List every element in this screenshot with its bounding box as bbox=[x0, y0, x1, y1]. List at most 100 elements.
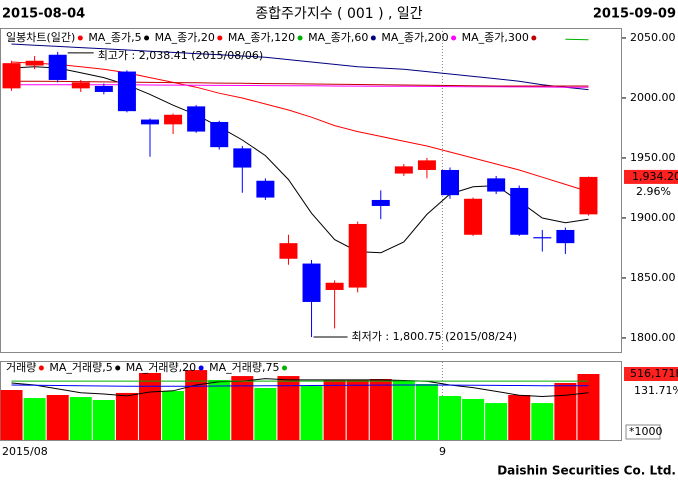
volume-bar bbox=[139, 372, 161, 440]
volume-bar bbox=[323, 380, 346, 440]
volume-bar bbox=[369, 379, 392, 440]
candle-body bbox=[164, 114, 183, 125]
ma-line bbox=[11, 384, 589, 387]
y-tick-label: 2050.00 bbox=[630, 31, 676, 44]
volume-bar bbox=[531, 403, 554, 440]
start-date: 2015-08-04 bbox=[2, 7, 85, 22]
candle-body bbox=[117, 71, 136, 112]
candle-body bbox=[256, 180, 275, 198]
candle-body bbox=[48, 54, 67, 80]
candle-body bbox=[141, 119, 159, 125]
volume-bar bbox=[392, 381, 415, 440]
price-panel-frame bbox=[0, 28, 622, 353]
legend-swatch bbox=[217, 35, 223, 41]
y-tick-label: 2000.00 bbox=[630, 91, 676, 104]
legend-label: MA_거래량,75 bbox=[209, 361, 279, 374]
candle-body bbox=[371, 199, 390, 206]
y-tick-label: 1850.00 bbox=[630, 271, 676, 284]
low-annotation: 최저가 : 1,800.75 (2015/08/24) bbox=[352, 330, 518, 343]
ma-line bbox=[11, 378, 589, 398]
footer: Daishin Securities Co. Ltd. bbox=[497, 464, 676, 478]
legend-label: MA_종가,120 bbox=[228, 31, 295, 44]
volume-bar bbox=[23, 398, 46, 440]
candle-body bbox=[279, 243, 298, 259]
legend-label: MA_거래량,5 bbox=[49, 361, 112, 374]
legend-swatch bbox=[451, 35, 457, 41]
candle-body bbox=[579, 176, 598, 215]
volume-bar bbox=[300, 386, 323, 440]
unit-label: *1000 bbox=[629, 425, 663, 438]
unit-box bbox=[625, 424, 661, 440]
ma-line bbox=[11, 43, 589, 91]
y-tick-label: 1950.00 bbox=[630, 151, 676, 164]
candle-body bbox=[302, 263, 321, 302]
candle-body bbox=[325, 282, 344, 290]
volume-bar bbox=[439, 396, 461, 440]
candle-body bbox=[187, 106, 206, 132]
candle-body bbox=[210, 121, 229, 148]
legend-swatch bbox=[198, 365, 204, 371]
volume-panel-frame bbox=[0, 361, 622, 441]
volume-bar bbox=[115, 392, 138, 440]
high-annotation: 최고가 : 2,038.41 (2015/08/06) bbox=[98, 49, 264, 62]
candle-body bbox=[2, 63, 21, 89]
volume-bar bbox=[208, 380, 231, 440]
candle-body bbox=[25, 60, 44, 66]
legend-swatch bbox=[370, 35, 376, 41]
legend-label: 거래량 bbox=[6, 361, 36, 374]
candle-body bbox=[441, 169, 459, 196]
volume-bar bbox=[577, 373, 600, 440]
volume-bar bbox=[185, 370, 208, 440]
legend-label: MA_종가,300 bbox=[462, 31, 529, 44]
volume-bar bbox=[462, 398, 485, 440]
volume-bar bbox=[254, 387, 277, 440]
candle-body bbox=[487, 178, 506, 192]
volume-bar bbox=[69, 397, 92, 440]
chart-title: 종합주가지수 ( 001 ) , 일간 bbox=[255, 6, 423, 22]
candle-body bbox=[233, 148, 252, 168]
legend-swatch bbox=[297, 35, 303, 41]
candle-body bbox=[464, 198, 483, 235]
legend-swatch bbox=[38, 365, 44, 371]
x-tick-label: 2015/08 bbox=[2, 445, 48, 458]
volume-bar bbox=[0, 390, 23, 440]
legend-swatch bbox=[531, 35, 537, 41]
candle-body bbox=[94, 85, 113, 92]
candle-body bbox=[510, 187, 529, 235]
legend-swatch bbox=[115, 365, 121, 371]
ma-line bbox=[11, 80, 589, 87]
candle-body bbox=[348, 223, 367, 288]
legend-label: MA_거래량,20 bbox=[126, 361, 196, 374]
last-volume-box bbox=[624, 366, 678, 381]
candle-body bbox=[71, 82, 90, 89]
y-tick-label: 1800.00 bbox=[630, 331, 676, 344]
volume-bar bbox=[346, 379, 369, 440]
volume-bar bbox=[415, 383, 438, 440]
candle-body bbox=[417, 160, 436, 170]
volume-bar bbox=[554, 382, 577, 440]
legend-label: 일봉차트(일간) bbox=[6, 30, 75, 44]
volume-bar bbox=[162, 391, 185, 440]
legend-swatch bbox=[144, 35, 150, 41]
candle-body bbox=[394, 166, 413, 174]
volume-bar bbox=[46, 394, 69, 440]
y-tick-label: 1900.00 bbox=[630, 211, 676, 224]
volume-bar bbox=[485, 403, 508, 440]
volume-bar bbox=[92, 399, 115, 440]
last-price-box bbox=[624, 169, 678, 184]
legend-swatch bbox=[282, 365, 287, 371]
end-date: 2015-09-09 bbox=[593, 7, 676, 22]
ma-line bbox=[11, 61, 589, 193]
ma-line bbox=[565, 38, 589, 41]
candle-body bbox=[556, 229, 575, 244]
legend-label: MA_종가,5 bbox=[88, 31, 141, 44]
volume-change: 131.71% bbox=[634, 384, 678, 397]
legend-label: MA_종가,20 bbox=[155, 31, 215, 44]
volume-bar bbox=[231, 376, 254, 440]
volume-bar bbox=[508, 394, 531, 440]
legend-label: MA_종가,60 bbox=[308, 31, 368, 44]
last-volume-label: 516,171K bbox=[630, 367, 678, 380]
price-change: 2.96% bbox=[636, 185, 671, 198]
last-price-label: 1,934.20 bbox=[632, 170, 678, 183]
